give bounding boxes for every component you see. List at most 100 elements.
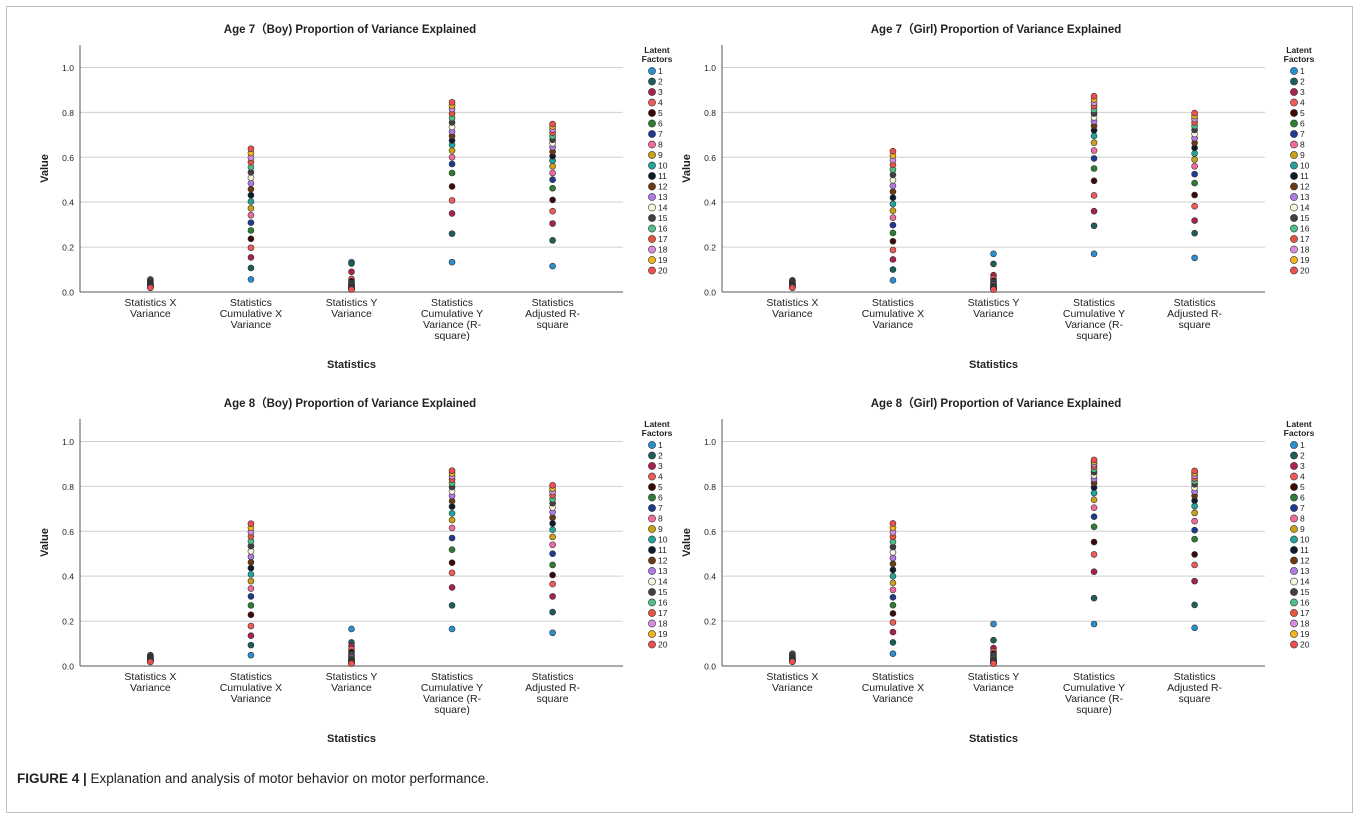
legend-label: 5 (658, 108, 663, 118)
legend-label: 13 (658, 566, 668, 576)
x-tick-label: Variance (R- (423, 319, 482, 331)
y-tick-label: 0.2 (62, 617, 74, 627)
legend-label: 4 (658, 98, 663, 108)
data-point (1090, 92, 1098, 100)
legend-label: 8 (658, 140, 663, 150)
data-point (1191, 517, 1198, 525)
legend-title: Latent (644, 45, 670, 55)
data-point (247, 145, 255, 153)
data-point (247, 611, 255, 619)
chart-panel-1: Age 7（Boy) Proportion of Variance Explai… (39, 22, 673, 371)
legend-marker (648, 493, 656, 502)
data-point (889, 188, 897, 195)
legend-marker (648, 109, 656, 117)
data-point (889, 182, 897, 190)
legend-marker (648, 256, 656, 264)
legend-label: 2 (1300, 77, 1305, 87)
x-tick-label: Cumulative Y (1063, 682, 1125, 694)
data-point (1090, 222, 1098, 230)
data-point (1090, 456, 1098, 464)
data-point (247, 577, 255, 585)
data-point (889, 214, 897, 221)
legend-label: 3 (658, 461, 663, 471)
legend-label: 12 (1300, 556, 1310, 566)
legend-label: 10 (658, 161, 668, 171)
x-tick-label: square (537, 319, 569, 331)
figure-caption: FIGURE 4 | Explanation and analysis of m… (17, 771, 489, 786)
x-tick-label: Statistics (532, 671, 574, 683)
x-tick-label: Variance (R- (1065, 319, 1124, 331)
data-point (247, 602, 255, 609)
data-point (549, 120, 556, 128)
legend-label: 7 (1300, 503, 1305, 513)
y-tick-label: 0.4 (62, 198, 74, 208)
legend-label: 19 (1300, 255, 1310, 265)
data-point (247, 564, 255, 572)
legend-marker (648, 98, 656, 107)
data-point (247, 593, 255, 600)
data-point (889, 639, 897, 646)
legend-marker (648, 451, 656, 460)
legend-label: 20 (658, 640, 668, 650)
legend-marker (648, 140, 656, 149)
data-point (889, 579, 897, 587)
legend-label: 7 (1300, 129, 1305, 139)
legend-marker (1290, 451, 1298, 460)
legend-marker (648, 525, 656, 533)
data-point (448, 210, 456, 217)
data-point (889, 628, 897, 636)
data-point (549, 526, 556, 534)
data-point (990, 286, 997, 293)
legend-label: 10 (1300, 535, 1310, 545)
y-tick-label: 1.0 (62, 437, 74, 447)
legend-marker (1290, 119, 1298, 128)
legend-label: 17 (1300, 608, 1310, 618)
legend-label: 15 (658, 587, 668, 597)
legend-marker (1290, 151, 1298, 159)
legend-marker (1290, 203, 1298, 212)
x-tick-label: Statistics Y (968, 297, 1020, 309)
data-point (247, 185, 255, 193)
x-tick-label: Adjusted R- (525, 682, 580, 694)
data-point (448, 524, 456, 532)
data-point (549, 237, 556, 244)
y-tick-label: 1.0 (62, 63, 74, 73)
legend-label: 8 (658, 514, 663, 524)
legend-label: 14 (658, 203, 668, 213)
legend-title: Factors (642, 54, 673, 64)
data-point (990, 636, 997, 644)
legend-label: 1 (1300, 66, 1305, 76)
x-tick-label: Statistics X (766, 671, 818, 683)
x-tick-label: Statistics (1174, 671, 1216, 683)
legend-label: 16 (658, 598, 668, 608)
legend-label: 17 (658, 608, 668, 618)
legend-marker (1290, 98, 1298, 107)
data-point (1090, 620, 1098, 628)
chart-panel-4: Age 8（Girl) Proportion of Variance Expla… (681, 396, 1315, 745)
data-point (1191, 502, 1198, 510)
legend-marker (648, 77, 656, 86)
data-point (549, 169, 556, 177)
data-point (549, 593, 556, 600)
x-tick-label: Statistics (230, 297, 272, 309)
legend-label: 15 (658, 213, 668, 223)
legend-marker (648, 577, 656, 586)
legend-marker (1290, 483, 1298, 491)
legend-marker (1290, 130, 1298, 138)
y-axis-label: Value (681, 528, 693, 557)
x-tick-label: Variance (331, 682, 372, 694)
legend-marker (648, 266, 656, 275)
data-point (247, 227, 255, 234)
legend-marker (648, 235, 656, 243)
legend-marker (648, 441, 656, 449)
legend-label: 3 (1300, 461, 1305, 471)
data-point (1090, 192, 1098, 199)
x-tick-label: square) (434, 330, 470, 342)
legend-marker (1290, 577, 1298, 586)
data-point (348, 660, 355, 667)
data-point (247, 235, 255, 243)
data-point (1191, 202, 1198, 210)
data-point (448, 584, 456, 591)
data-point (1191, 601, 1198, 609)
legend-label: 6 (1300, 119, 1305, 129)
